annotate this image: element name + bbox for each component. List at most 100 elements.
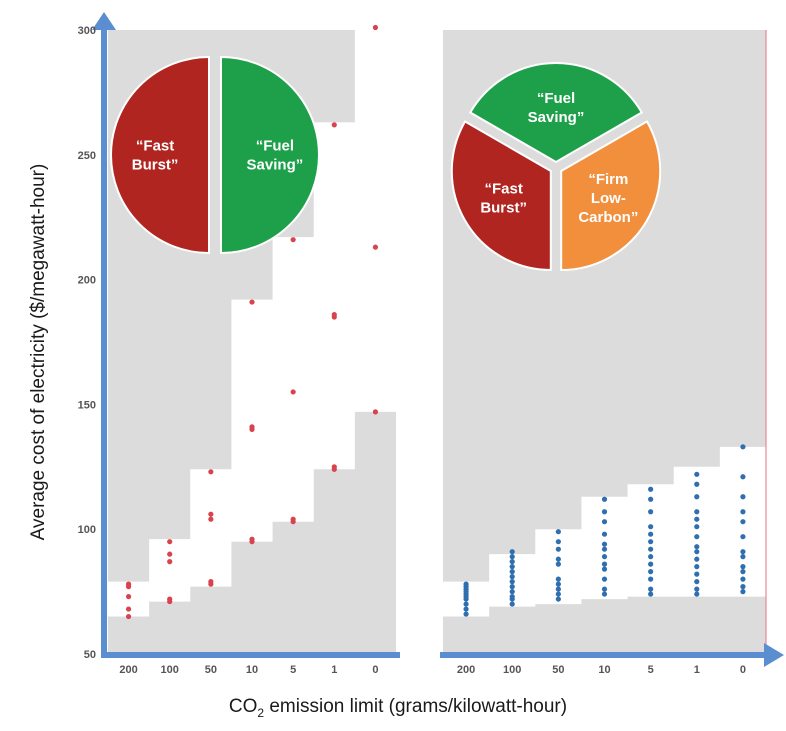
x-tick-label: 100 [503, 664, 521, 676]
data-point [648, 486, 654, 492]
data-point [509, 564, 515, 570]
data-point [555, 556, 561, 562]
y-axis-arrow [92, 12, 116, 30]
pie-slice-label: “Fuel Saving” [247, 138, 304, 174]
pie-label-line: Low- [591, 190, 626, 207]
x-axis-title: CO2 emission limit (grams/kilowatt-hour) [229, 696, 567, 720]
data-point [601, 546, 608, 552]
data-point [694, 556, 700, 562]
data-point [740, 584, 746, 590]
data-point [509, 593, 515, 600]
data-point [601, 586, 608, 592]
pie-slice-label: “Fast Burst” [132, 138, 179, 174]
data-point [555, 546, 561, 552]
data-point [555, 561, 561, 567]
data-point [601, 496, 608, 502]
x-tick-label: 10 [246, 664, 258, 676]
y-tick-label: 300 [78, 25, 96, 37]
y-tick-label: 50 [84, 649, 96, 661]
data-point [601, 541, 608, 547]
data-point [125, 613, 132, 620]
data-point [125, 606, 132, 612]
data-point [208, 579, 214, 585]
data-point [555, 586, 561, 592]
data-point [509, 559, 515, 565]
data-point [694, 516, 700, 522]
pie-label-line: “Firm [588, 171, 628, 188]
pie-slice [468, 61, 644, 164]
y-tick-label: 250 [78, 150, 96, 162]
pie-slice-label: “Fuel Saving” [528, 90, 585, 126]
data-point [509, 569, 515, 575]
data-point [509, 601, 515, 607]
data-point [648, 586, 654, 592]
pie-label-line: Burst” [132, 157, 179, 174]
pie-slice-label: “Fast Burst” [480, 181, 527, 217]
data-point [555, 539, 561, 545]
data-point [463, 601, 469, 607]
data-point [740, 554, 746, 560]
pie-label-line: Saving” [528, 109, 585, 126]
data-point [208, 469, 214, 475]
data-point [601, 591, 608, 597]
data-point [648, 546, 654, 552]
x-axis-title-subscript: 2 [257, 706, 264, 720]
data-point [290, 237, 296, 243]
data-point [740, 519, 746, 525]
data-point [648, 531, 654, 537]
x-tick-label: 50 [205, 664, 217, 676]
data-point [509, 549, 515, 555]
data-point [648, 524, 654, 530]
data-point [463, 581, 469, 587]
data-point [290, 389, 296, 395]
y-tick-label: 100 [78, 524, 96, 536]
data-point [694, 509, 700, 515]
data-point [694, 564, 700, 570]
data-point [694, 471, 700, 477]
data-point [694, 544, 700, 550]
data-point [648, 554, 654, 560]
data-point [331, 122, 337, 128]
data-point [694, 579, 700, 585]
pie-slice-label: “Firm Low- Carbon” [578, 171, 638, 226]
x-tick-label: 0 [740, 664, 746, 676]
data-point [208, 511, 214, 517]
pie-label-line: Saving” [247, 157, 304, 174]
x-tick-label: 10 [598, 664, 610, 676]
data-point [740, 494, 746, 500]
pie-slice [110, 55, 210, 255]
data-point [249, 536, 255, 542]
x-axis-title-co: CO [229, 696, 258, 717]
data-point [694, 549, 700, 555]
data-point [601, 531, 608, 537]
data-point [740, 444, 746, 450]
data-point [601, 576, 608, 582]
data-point [167, 551, 173, 557]
x-axis-title-rest: emission limit (grams/kilowatt-hour) [264, 696, 567, 717]
data-point [740, 549, 746, 555]
pie-slice [560, 120, 662, 272]
data-point [167, 559, 173, 565]
x-tick-label: 5 [648, 664, 654, 676]
data-point [648, 539, 654, 545]
data-point [648, 496, 654, 502]
data-point [509, 574, 515, 580]
data-point [509, 554, 515, 560]
x-tick-label: 0 [372, 664, 378, 676]
x-tick-label: 50 [552, 664, 564, 676]
data-point [249, 424, 255, 430]
data-point [463, 611, 469, 617]
data-point [740, 509, 746, 515]
y-axis-line [101, 30, 107, 658]
y-tick-label: 150 [78, 399, 96, 411]
y-axis-title: Average cost of electricity ($/megawatt-… [28, 164, 49, 541]
x-axis-arrow [764, 643, 784, 667]
data-point [555, 581, 561, 587]
data-point [208, 516, 214, 522]
data-point [601, 566, 608, 572]
data-point [331, 464, 337, 470]
pie-label-line: Burst” [480, 200, 527, 217]
data-point [555, 529, 561, 535]
